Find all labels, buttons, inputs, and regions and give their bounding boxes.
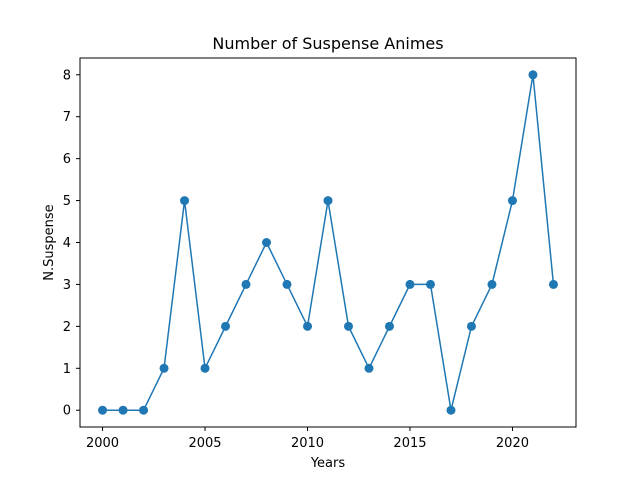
data-point xyxy=(241,279,251,289)
data-point xyxy=(323,196,333,206)
data-point xyxy=(425,279,435,289)
series-line xyxy=(102,74,555,411)
y-tick-label: 7 xyxy=(63,110,71,125)
chart-title: Number of Suspense Animes xyxy=(212,34,443,53)
x-tick-label: 2020 xyxy=(496,436,529,451)
data-point xyxy=(384,321,394,331)
y-tick-label: 4 xyxy=(63,236,71,251)
y-tick-label: 3 xyxy=(63,278,71,293)
x-tick-label: 2010 xyxy=(291,436,324,451)
data-point xyxy=(364,363,374,373)
data-point xyxy=(221,321,231,331)
series-layer xyxy=(98,70,558,415)
data-point xyxy=(159,363,169,373)
data-point xyxy=(118,405,128,415)
y-tick-label: 1 xyxy=(63,362,71,377)
x-axis: 2000 2005 2010 2015 2020 xyxy=(86,427,529,451)
x-tick-label: 2005 xyxy=(188,436,221,451)
y-tick-label: 0 xyxy=(63,404,71,419)
data-point xyxy=(139,405,149,415)
data-point xyxy=(446,405,456,415)
data-point xyxy=(548,279,558,289)
data-point xyxy=(507,196,517,206)
data-point xyxy=(343,321,353,331)
data-point xyxy=(282,279,292,289)
y-tick-label: 2 xyxy=(63,320,71,335)
y-tick-label: 5 xyxy=(63,194,71,209)
data-point xyxy=(528,70,538,80)
data-point xyxy=(487,279,497,289)
y-axis: 0 1 2 3 4 5 6 7 8 xyxy=(63,68,80,419)
data-point xyxy=(98,405,108,415)
x-tick-label: 2015 xyxy=(393,436,426,451)
x-axis-label: Years xyxy=(310,456,346,471)
x-tick-label: 2000 xyxy=(86,436,119,451)
y-axis-label: N.Suspense xyxy=(42,204,57,280)
y-tick-label: 6 xyxy=(63,152,71,167)
y-tick-label: 8 xyxy=(63,68,71,83)
data-point xyxy=(405,279,415,289)
data-point xyxy=(303,321,313,331)
data-point xyxy=(200,363,210,373)
data-point xyxy=(466,321,476,331)
data-point xyxy=(262,238,272,247)
data-point xyxy=(180,196,190,206)
